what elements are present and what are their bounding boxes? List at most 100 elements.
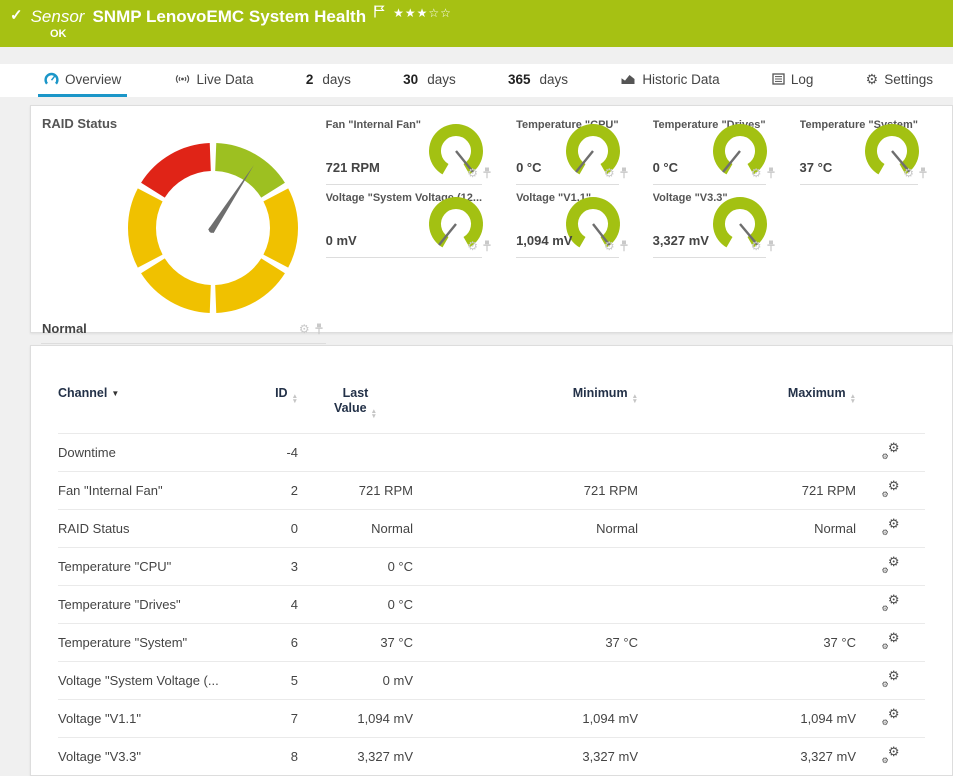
channel-settings-gears-icon[interactable]: ⚙ ⚙ (881, 554, 900, 575)
gauge-label: Voltage "V1.1" (516, 192, 592, 204)
tab-live-data[interactable]: Live Data (168, 64, 260, 97)
table-row: Voltage "V1.1" 7 1,094 mV 1,094 mV 1,094… (58, 699, 925, 738)
channel-name-cell: RAID Status (58, 509, 243, 548)
gauge-settings-gear-icon[interactable]: ⚙ (467, 239, 479, 253)
raid-status-gauge (41, 131, 326, 321)
gauge-settings-gear-icon[interactable]: ⚙ (603, 239, 615, 253)
gauge-settings-gear-icon[interactable]: ⚙ (903, 166, 914, 180)
gauge-settings-gear-icon[interactable]: ⚙ (750, 166, 762, 180)
gauge-pin-icon[interactable] (482, 240, 492, 252)
tab-overview[interactable]: Overview (38, 64, 128, 97)
sensor-kind-label: Sensor (30, 7, 85, 26)
column-header-id[interactable]: ID ▲ ▼ (275, 386, 298, 405)
tab-historic-data[interactable]: Historic Data (614, 64, 725, 97)
flag-icon[interactable] (374, 5, 385, 23)
gauge-pin-icon[interactable] (314, 323, 324, 335)
gauge-settings-gear-icon[interactable]: ⚙ (467, 166, 479, 180)
gauge-pin-icon[interactable] (482, 167, 492, 179)
gauge-value: 0 °C (652, 160, 679, 175)
channel-settings-gears-icon[interactable]: ⚙ ⚙ (881, 744, 900, 765)
table-row: Temperature "CPU" 3 0 °C ⚙ ⚙ (58, 547, 925, 586)
gauge-settings-gear-icon[interactable]: ⚙ (750, 239, 762, 253)
channels-table: Channel ▼ ID ▲ ▼ Last Value ▲ ▼ Minimum ▲ ▼ Max… (58, 386, 925, 775)
column-header-minimum[interactable]: Minimum ▲ ▼ (572, 386, 638, 405)
gauge-settings-gear-icon[interactable]: ⚙ (298, 321, 310, 336)
channel-id-cell: 8 (243, 737, 298, 775)
sort-desc-icon: ▼ (111, 389, 120, 398)
raid-gauge-svg (127, 143, 298, 313)
gauge-value: 37 °C (799, 160, 833, 175)
channel-settings-gears-icon[interactable]: ⚙ ⚙ (881, 630, 900, 651)
table-row: Voltage "System Voltage (... 5 0 mV ⚙ ⚙ (58, 661, 925, 700)
channel-settings-gears-icon[interactable]: ⚙ ⚙ (881, 478, 900, 499)
tab-settings[interactable]: ⚙ Settings (860, 64, 939, 97)
maximum-cell (638, 661, 856, 700)
small-gauges-grid: Fan "Internal Fan" 721 RPM ⚙ Temperature… (325, 112, 952, 332)
column-header-last-value[interactable]: Last Value ▲ ▼ (333, 386, 378, 420)
priority-stars[interactable]: ★★★☆☆ (393, 6, 452, 20)
minimum-cell: 37 °C (413, 623, 638, 662)
channel-settings-gears-icon[interactable]: ⚙ ⚙ (881, 668, 900, 689)
column-header-channel[interactable]: Channel ▼ (58, 386, 120, 400)
gauge-pin-icon[interactable] (918, 167, 928, 179)
settings-gear-icon: ⚙ (865, 71, 879, 87)
log-icon (772, 73, 785, 85)
maximum-cell: 1,094 mV (638, 699, 856, 738)
channel-id-cell: 3 (243, 547, 298, 586)
gauge-pin-icon[interactable] (766, 167, 776, 179)
maximum-cell: Normal (638, 509, 856, 548)
historic-data-icon (620, 73, 636, 85)
status-badge: OK (50, 28, 67, 40)
channel-settings-gears-icon[interactable]: ⚙ ⚙ (881, 706, 900, 727)
channels-table-card: Channel ▼ ID ▲ ▼ Last Value ▲ ▼ Minimum ▲ ▼ Max… (30, 345, 953, 776)
minimum-cell: Normal (413, 509, 638, 548)
gauge-value: Normal (42, 321, 87, 336)
tab-label: days (322, 71, 351, 87)
gauge-pin-icon[interactable] (766, 240, 776, 252)
gauge-pin-icon[interactable] (619, 167, 629, 179)
channel-settings-gears-icon[interactable]: ⚙ ⚙ (881, 440, 900, 461)
channel-name-cell: Temperature "CPU" (58, 547, 243, 586)
tab-days[interactable]: 30 days (397, 64, 462, 97)
tab-number: 365 (507, 71, 531, 87)
tab-days[interactable]: 2 days (300, 64, 357, 97)
tab-label: Overview (65, 71, 122, 87)
channel-name-cell: Downtime (58, 433, 243, 472)
last-value-cell: 1,094 mV (298, 699, 413, 738)
channel-id-cell: -4 (243, 433, 298, 472)
sort-icon: ▲ ▼ (291, 393, 298, 405)
channel-id-cell: 4 (243, 585, 298, 624)
table-row: Downtime -4 ⚙ ⚙ (58, 433, 925, 472)
sort-icon: ▲ ▼ (631, 393, 638, 405)
gauge-value: 3,327 mV (652, 233, 709, 248)
channel-settings-gears-icon[interactable]: ⚙ ⚙ (881, 516, 900, 537)
column-header-maximum[interactable]: Maximum ▲ ▼ (787, 386, 856, 405)
sort-icon: ▲ ▼ (849, 393, 856, 405)
gauge-settings-gear-icon[interactable]: ⚙ (603, 166, 615, 180)
last-value-cell: 0 °C (298, 547, 413, 586)
gauge-panel: Voltage "System Voltage (12... 0 mV ⚙ (325, 185, 491, 258)
table-row: Voltage "V3.3" 8 3,327 mV 3,327 mV 3,327… (58, 737, 925, 775)
channel-id-cell: 5 (243, 661, 298, 700)
tab-log[interactable]: Log (766, 64, 820, 97)
gauge-label: RAID Status (42, 116, 118, 131)
table-row: Fan "Internal Fan" 2 721 RPM 721 RPM 721… (58, 471, 925, 510)
channel-gauge (710, 122, 772, 185)
channel-name-cell: Temperature "Drives" (58, 585, 243, 624)
channel-gauge (426, 122, 488, 185)
channel-settings-gears-icon[interactable]: ⚙ ⚙ (881, 592, 900, 613)
table-row: RAID Status 0 Normal Normal Normal ⚙ ⚙ (58, 509, 925, 548)
gauge-label: Voltage "V3.3" (652, 192, 728, 204)
gauge-panel: Temperature "Drives" 0 °C ⚙ (652, 112, 775, 185)
tab-days[interactable]: 365 days (502, 64, 574, 97)
minimum-cell (413, 585, 638, 624)
gauge-pin-icon[interactable] (619, 240, 629, 252)
minimum-cell (413, 661, 638, 700)
tab-label: Live Data (196, 71, 254, 87)
channel-gauge (862, 122, 924, 185)
last-value-cell: Normal (298, 509, 413, 548)
tab-label: Historic Data (642, 71, 720, 87)
tab-bar: Overview Live Data 2 days 30 days 365 days Histo… (0, 64, 953, 97)
minimum-cell (413, 433, 638, 472)
maximum-cell (638, 585, 856, 624)
